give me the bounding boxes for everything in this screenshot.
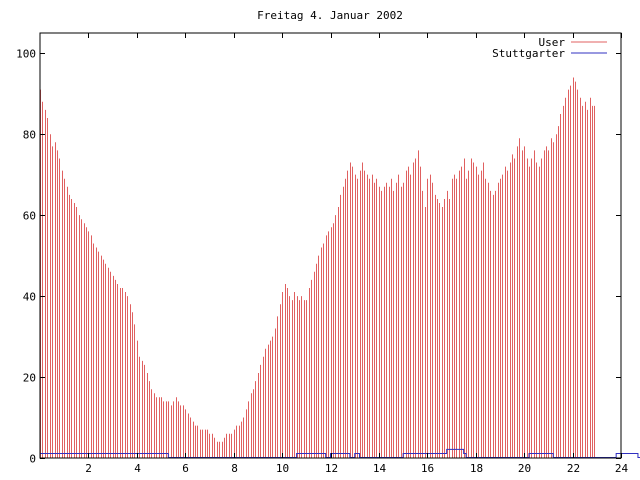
y-tick-label: 20 <box>23 372 36 385</box>
x-tick-label: 6 <box>182 462 189 475</box>
stuttgarter-line <box>40 448 640 458</box>
user-bars <box>40 77 595 458</box>
plot-frame <box>39 32 622 459</box>
x-tick-label: 10 <box>276 462 289 475</box>
x-tick-label: 8 <box>231 462 238 475</box>
y-tick-label: 100 <box>16 48 36 61</box>
x-tick-label: 24 <box>615 462 629 475</box>
legend-label-user: User <box>539 36 566 49</box>
x-tick-label: 12 <box>325 462 338 475</box>
x-tick-label: 16 <box>421 462 434 475</box>
chart-title: Freitag 4. Januar 2002 <box>257 9 403 22</box>
x-axis: 2 4 6 8 10 12 14 16 18 20 22 24 <box>85 33 628 475</box>
x-tick-label: 22 <box>567 462 580 475</box>
legend-label-stuttgarter: Stuttgarter <box>492 47 565 60</box>
y-axis: 0 20 40 60 80 100 <box>16 48 621 466</box>
x-tick-label: 20 <box>518 462 531 475</box>
legend: User Stuttgarter <box>492 36 607 60</box>
x-tick-label: 14 <box>373 462 387 475</box>
y-tick-label: 40 <box>23 291 36 304</box>
x-tick-label: 4 <box>134 462 141 475</box>
y-tick-label: 80 <box>23 129 36 142</box>
x-tick-label: 18 <box>470 462 483 475</box>
y-tick-label: 0 <box>29 453 36 466</box>
x-tick-label: 2 <box>85 462 92 475</box>
y-tick-label: 60 <box>23 210 36 223</box>
